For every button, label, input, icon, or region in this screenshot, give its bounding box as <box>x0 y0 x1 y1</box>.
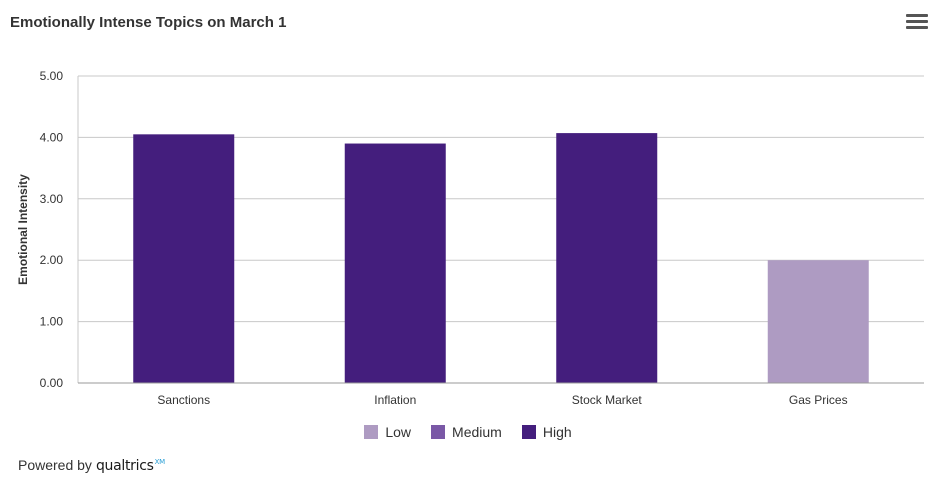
bar-stock-market[interactable] <box>556 133 658 383</box>
legend-label-low: Low <box>385 424 412 440</box>
x-tick-label: Inflation <box>374 393 416 407</box>
y-tick-label: 4.00 <box>40 130 64 144</box>
y-axis-title: Emotional Intensity <box>16 174 30 285</box>
qualtrics-logo[interactable]: qualtricsXM <box>96 458 165 474</box>
y-tick-label: 2.00 <box>40 253 64 267</box>
x-tick-label: Gas Prices <box>789 393 848 407</box>
y-tick-label: 3.00 <box>40 192 64 206</box>
brand-mark: XM <box>154 458 166 467</box>
y-tick-label: 0.00 <box>40 376 64 390</box>
chart-title: Emotionally Intense Topics on March 1 <box>10 14 287 31</box>
legend-label-high: High <box>542 424 572 440</box>
y-tick-label: 5.00 <box>40 69 64 83</box>
legend-item-high[interactable]: High <box>521 424 572 440</box>
legend-swatch-medium <box>431 425 446 439</box>
powered-by: Powered by qualtricsXM <box>18 457 165 474</box>
chart-legend: Low Medium High <box>0 424 936 440</box>
brand-name: qualtrics <box>95 458 154 474</box>
legend-swatch-low <box>364 425 379 439</box>
bar-gas-prices[interactable] <box>767 260 869 383</box>
bar-sanctions[interactable] <box>133 134 235 383</box>
legend-item-medium[interactable]: Medium <box>431 424 502 440</box>
bar-chart: 0.00 1.00 2.00 3.00 4.00 5.00 Emotional Intens… <box>16 69 924 407</box>
legend-swatch-high <box>521 425 536 439</box>
legend-item-low[interactable]: Low <box>364 424 411 440</box>
hamburger-menu-icon[interactable] <box>906 14 928 32</box>
x-tick-label: Sanctions <box>157 393 210 407</box>
x-tick-label: Stock Market <box>572 393 643 407</box>
bar-inflation[interactable] <box>344 143 446 383</box>
legend-label-medium: Medium <box>452 424 502 440</box>
powered-by-text: Powered by <box>18 457 92 473</box>
y-tick-label: 1.00 <box>40 315 64 329</box>
